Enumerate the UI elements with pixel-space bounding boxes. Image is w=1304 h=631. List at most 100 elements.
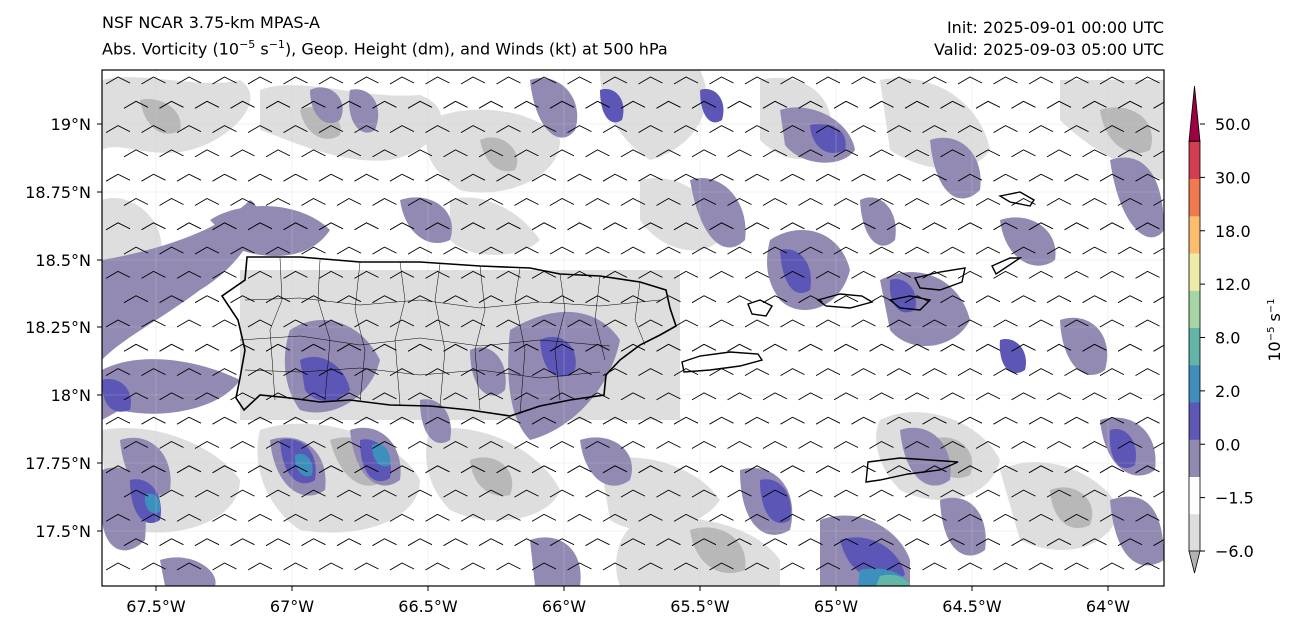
colorbar-bin bbox=[1189, 513, 1200, 552]
wind-barb bbox=[922, 562, 947, 571]
wind-barb bbox=[744, 125, 770, 133]
wind-barb bbox=[1153, 539, 1164, 547]
wind-barb bbox=[585, 197, 610, 206]
wind-barb bbox=[159, 489, 184, 498]
wind-barb bbox=[1028, 513, 1054, 522]
wind-barb bbox=[301, 392, 326, 401]
wind-barb bbox=[975, 197, 1001, 206]
map-frame bbox=[101, 69, 1165, 587]
wind-barb bbox=[1082, 343, 1107, 352]
wind-barb bbox=[283, 416, 308, 425]
wind-barb bbox=[940, 440, 965, 449]
wind-barb bbox=[159, 246, 184, 255]
wind-barb bbox=[230, 149, 255, 158]
wind-barb bbox=[141, 222, 166, 231]
wind-barb bbox=[744, 76, 770, 85]
lon-tick-label: 65.5°W bbox=[670, 597, 730, 616]
wind-barb bbox=[212, 465, 237, 474]
wind-barb bbox=[460, 368, 486, 376]
wind-barb bbox=[247, 562, 273, 571]
wind-barb bbox=[851, 368, 876, 376]
wind-barb bbox=[833, 343, 859, 352]
wind-barb bbox=[1135, 465, 1160, 474]
wind-barb bbox=[301, 538, 326, 547]
wind-barb bbox=[105, 319, 131, 328]
wind-barb bbox=[389, 562, 415, 571]
colorbar-tick-label: 18.0 bbox=[1215, 222, 1251, 241]
wind-barb bbox=[993, 319, 1018, 328]
lat-tick-label: 17.5°N bbox=[35, 522, 91, 541]
wind-barb bbox=[283, 465, 308, 474]
wind-barb bbox=[1135, 513, 1160, 522]
wind-barb bbox=[1046, 100, 1072, 109]
wind-barb bbox=[318, 173, 344, 182]
wind-barb bbox=[549, 149, 575, 158]
wind-barb bbox=[1117, 392, 1143, 401]
lon-tick-label: 64.5°W bbox=[942, 597, 1002, 616]
wind-barb bbox=[975, 440, 1001, 449]
wind-barb bbox=[886, 416, 912, 425]
wind-barb bbox=[869, 246, 894, 255]
wind-barb bbox=[744, 222, 770, 231]
wind-barb bbox=[354, 76, 379, 85]
wind-barb bbox=[1117, 149, 1143, 158]
wind-barb bbox=[159, 392, 184, 401]
wind-barb bbox=[105, 368, 131, 376]
wind-barb bbox=[460, 513, 486, 522]
wind-barb bbox=[531, 368, 557, 376]
wind-barb bbox=[815, 465, 841, 474]
wind-barb bbox=[567, 562, 592, 571]
wind-barb bbox=[620, 538, 646, 547]
wind-barb bbox=[673, 173, 699, 182]
wind-barb bbox=[727, 100, 752, 109]
wind-barb bbox=[212, 270, 237, 279]
wind-barb bbox=[531, 76, 557, 85]
wind-barb bbox=[673, 465, 699, 474]
wind-barb bbox=[141, 513, 166, 522]
wind-barb bbox=[354, 416, 379, 425]
wind-barb bbox=[602, 173, 628, 182]
lon-tick-label: 66.5°W bbox=[398, 597, 458, 616]
wind-barb bbox=[372, 343, 397, 352]
wind-barb bbox=[372, 392, 397, 401]
wind-barb bbox=[212, 173, 237, 182]
wind-barb bbox=[691, 197, 717, 206]
wind-barb bbox=[691, 440, 717, 449]
wind-barb bbox=[922, 125, 947, 133]
wind-barb bbox=[957, 368, 983, 376]
wind-barb bbox=[496, 270, 521, 279]
wind-barb bbox=[1011, 149, 1036, 158]
wind-barb bbox=[105, 513, 131, 522]
wind-barb bbox=[443, 246, 468, 255]
wind-barb bbox=[1011, 100, 1036, 109]
colorbar-tick-label: 50.0 bbox=[1215, 115, 1251, 134]
wind-barb bbox=[443, 489, 468, 498]
wind-barb bbox=[886, 76, 912, 85]
wind-barb bbox=[301, 440, 326, 449]
wind-barb bbox=[656, 440, 681, 449]
colorbar-frame bbox=[1188, 140, 1201, 552]
wind-barb bbox=[638, 319, 663, 328]
wind-barb bbox=[851, 173, 876, 182]
wind-barb bbox=[762, 197, 788, 206]
wind-barb bbox=[993, 222, 1018, 231]
colorbar-bin bbox=[1189, 439, 1200, 477]
wind-barb bbox=[194, 440, 220, 449]
wind-barb bbox=[1046, 343, 1072, 352]
culebra-outline bbox=[747, 299, 773, 317]
wind-barb bbox=[780, 319, 805, 328]
virgin-gorda-outline bbox=[991, 257, 1023, 276]
wind-barb bbox=[372, 149, 397, 158]
wind-barb bbox=[247, 173, 273, 182]
wind-barb bbox=[549, 100, 575, 109]
wind-barb bbox=[833, 149, 859, 158]
wind-barb bbox=[993, 173, 1018, 182]
wind-barb bbox=[354, 173, 379, 182]
wind-barb bbox=[673, 270, 699, 279]
lon-tick-label: 65°W bbox=[814, 597, 858, 616]
wind-barb bbox=[638, 368, 663, 376]
wind-barb bbox=[514, 149, 539, 158]
wind-barb bbox=[407, 343, 433, 352]
wind-barb bbox=[886, 270, 912, 279]
wind-barb bbox=[265, 197, 291, 206]
